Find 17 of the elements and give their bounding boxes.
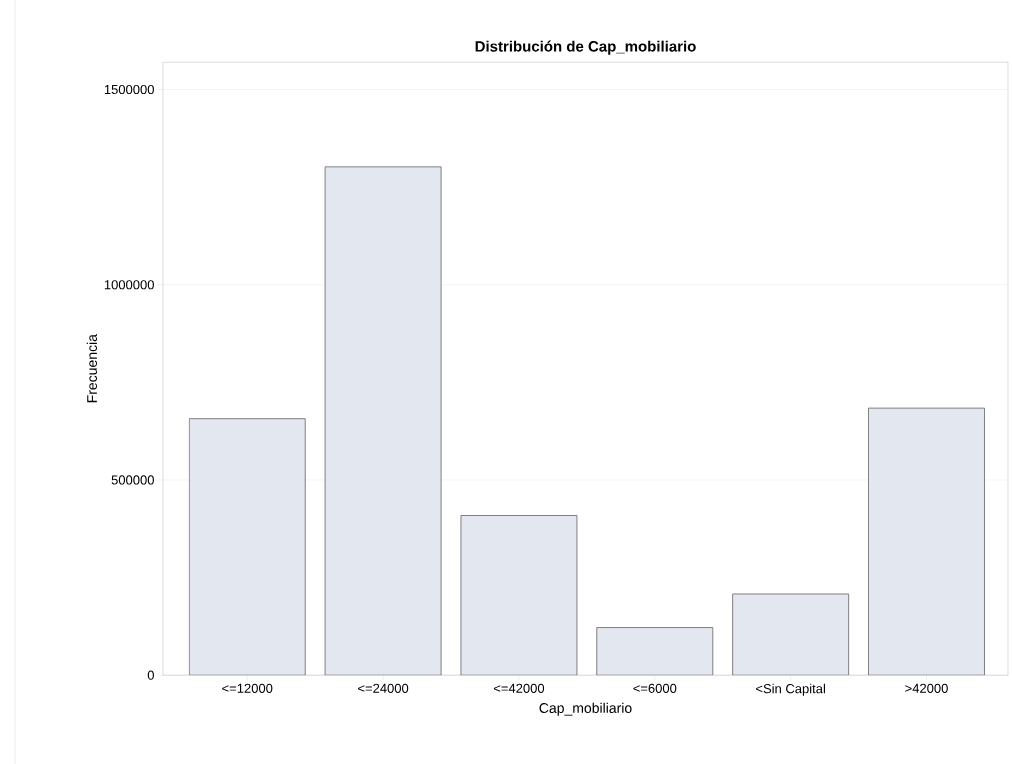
y-tick-label: 1500000 [104,84,154,94]
x-tick-label: <=42000 [493,683,545,693]
x-tick-label: <=12000 [222,683,273,693]
y-tick-label: 500000 [111,475,154,485]
y-axis-title: Frecuencia [86,333,97,402]
chart-title: Distribución de Cap_mobiliario [475,40,696,55]
x-tick-label: >42000 [905,683,948,693]
bar [596,627,713,675]
x-tick-label: <=6000 [633,683,677,693]
bar [325,166,442,675]
y-tick-label: 0 [147,670,154,680]
x-tick-label: <Sin Capital [756,683,825,696]
x-axis-title: Cap_mobiliario [539,702,632,716]
bar [460,515,577,675]
y-tick-label: 1000000 [104,279,154,290]
bar [732,593,849,675]
x-tick-label: <=24000 [358,683,409,693]
